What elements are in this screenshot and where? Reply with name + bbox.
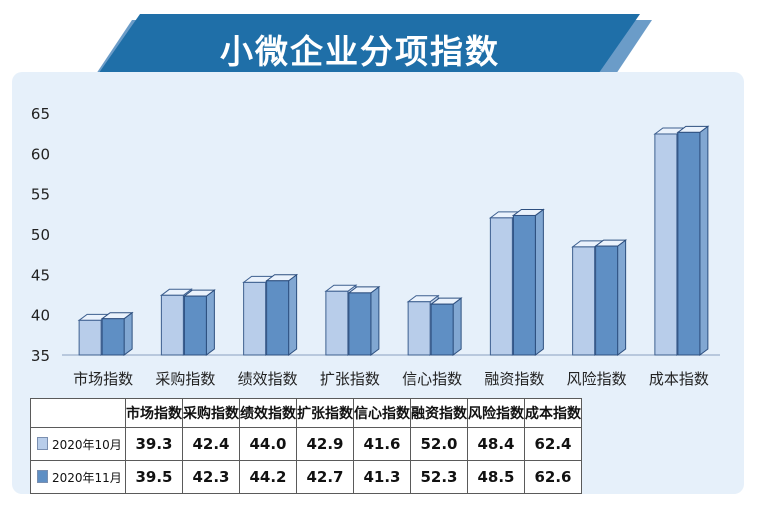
table-header-cell: 扩张指数 bbox=[296, 398, 354, 428]
x-tick-label: 扩张指数 bbox=[320, 370, 380, 388]
table-cell: 39.5 bbox=[125, 460, 183, 494]
bar-side-face bbox=[452, 297, 462, 356]
table-cell: 41.6 bbox=[353, 427, 411, 461]
table-header-row: 市场指数 采购指数 绩效指数 扩张指数 信心指数 融资指数 风险指数 成本指数 bbox=[30, 398, 582, 428]
table-cell: 52.0 bbox=[410, 427, 468, 461]
table-cell: 62.6 bbox=[524, 460, 582, 494]
bar-front-face bbox=[677, 131, 701, 356]
bar-nov bbox=[676, 125, 710, 356]
y-tick-label: 60 bbox=[31, 145, 50, 163]
bar-side-face bbox=[205, 289, 215, 356]
data-table: 市场指数 采购指数 绩效指数 扩张指数 信心指数 融资指数 风险指数 成本指数 … bbox=[30, 398, 582, 494]
bar-side-face bbox=[617, 239, 627, 356]
table-cell: 44.0 bbox=[239, 427, 297, 461]
bar-side-face bbox=[123, 311, 133, 356]
legend-label-nov: 2020年11月 bbox=[52, 470, 122, 485]
table-row-oct: 2020年10月 39.3 42.4 44.0 42.9 41.6 52.0 4… bbox=[30, 427, 582, 461]
table-cell: 62.4 bbox=[524, 427, 582, 461]
legend-label-oct: 2020年10月 bbox=[52, 437, 122, 452]
bar-nov bbox=[265, 273, 299, 356]
x-tick-label: 成本指数 bbox=[649, 370, 709, 388]
table-header-cell: 风险指数 bbox=[467, 398, 525, 428]
bar-side-face bbox=[370, 285, 380, 356]
table-cell: 42.3 bbox=[182, 460, 240, 494]
legend-row-label-nov: 2020年11月 bbox=[30, 460, 126, 494]
bar-front-face bbox=[430, 303, 454, 356]
table-corner bbox=[30, 398, 126, 428]
bar-nov bbox=[182, 289, 216, 356]
table-header-cell: 绩效指数 bbox=[239, 398, 297, 428]
bar-side-face bbox=[288, 273, 298, 356]
table-cell: 39.3 bbox=[125, 427, 183, 461]
y-tick-label: 35 bbox=[31, 347, 50, 365]
table-cell: 48.5 bbox=[467, 460, 525, 494]
y-tick-label: 55 bbox=[31, 186, 50, 204]
y-tick-label: 45 bbox=[31, 266, 50, 284]
bar-front-face bbox=[266, 280, 290, 356]
legend-row-label-oct: 2020年10月 bbox=[30, 427, 126, 461]
bar-front-face bbox=[595, 245, 619, 356]
bar-front-face bbox=[348, 292, 372, 356]
bar-side-face bbox=[699, 125, 709, 356]
x-tick-label: 采购指数 bbox=[155, 370, 215, 388]
bar-nov bbox=[347, 285, 381, 356]
table-header-cell: 市场指数 bbox=[125, 398, 183, 428]
bar-front-face bbox=[407, 301, 431, 356]
legend-swatch-nov bbox=[37, 469, 48, 483]
y-tick-label: 50 bbox=[31, 226, 50, 244]
bar-front-face bbox=[243, 281, 267, 356]
table-cell: 44.2 bbox=[239, 460, 297, 494]
x-tick-label: 市场指数 bbox=[73, 370, 133, 388]
bar-front-face bbox=[654, 133, 678, 356]
x-tick-label: 风险指数 bbox=[567, 370, 627, 388]
bar-front-face bbox=[489, 217, 513, 356]
bar-nov bbox=[100, 311, 134, 356]
y-tick-label: 65 bbox=[31, 105, 50, 123]
table-header-cell: 成本指数 bbox=[524, 398, 582, 428]
chart-title: 小微企业分项指数 bbox=[220, 32, 500, 71]
table-header-cell: 信心指数 bbox=[353, 398, 411, 428]
table-header-cell: 融资指数 bbox=[410, 398, 468, 428]
x-tick-label: 信心指数 bbox=[402, 370, 462, 388]
bar-front-face bbox=[160, 294, 184, 356]
x-tick-label: 绩效指数 bbox=[238, 370, 298, 388]
table-row-nov: 2020年11月 39.5 42.3 44.2 42.7 41.3 52.3 4… bbox=[30, 460, 582, 494]
bar-front-face bbox=[512, 214, 536, 356]
bar-front-face bbox=[183, 295, 207, 356]
bar-front-face bbox=[101, 318, 125, 356]
legend-swatch-oct bbox=[37, 436, 48, 450]
bar-front-face bbox=[78, 319, 102, 356]
table-cell: 41.3 bbox=[353, 460, 411, 494]
bar-chart: 35 40 45 50 55 60 65 市场指数 采购指数 绩效指数 扩张指数 信心指数 融资指数 风险… bbox=[31, 105, 720, 388]
bar-front-face bbox=[325, 290, 349, 356]
bar-nov bbox=[594, 239, 628, 356]
table-cell: 42.4 bbox=[182, 427, 240, 461]
bar-front-face bbox=[572, 246, 596, 356]
table-cell: 52.3 bbox=[410, 460, 468, 494]
table-cell: 42.7 bbox=[296, 460, 354, 494]
table-cell: 48.4 bbox=[467, 427, 525, 461]
bar-side-face bbox=[534, 208, 544, 356]
y-tick-label: 40 bbox=[31, 307, 50, 325]
bar-nov bbox=[429, 297, 463, 356]
table-header-cell: 采购指数 bbox=[182, 398, 240, 428]
bar-nov bbox=[511, 208, 545, 356]
table-cell: 42.9 bbox=[296, 427, 354, 461]
x-tick-label: 融资指数 bbox=[484, 370, 544, 388]
